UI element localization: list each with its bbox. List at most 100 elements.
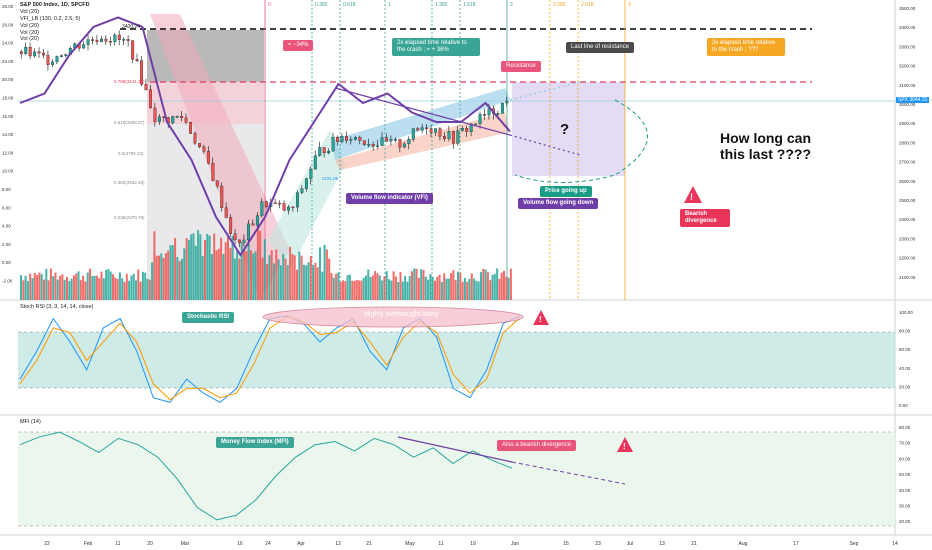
volume-bar: [123, 281, 126, 300]
price-tick-label: 2500.00: [899, 198, 916, 203]
volume-bar: [107, 269, 110, 300]
candle-body: [296, 192, 299, 208]
stoch-tick-label: 0.00: [899, 403, 908, 408]
volume-bar: [114, 277, 117, 300]
volume-bar: [204, 239, 206, 300]
time-tick-label: 15: [563, 541, 569, 547]
candle-body: [251, 223, 255, 226]
volume-bar: [266, 263, 269, 300]
volume-bar: [229, 247, 232, 300]
candle-body: [140, 60, 144, 85]
vfi-tick-label: 8.00: [2, 187, 11, 192]
volume-bar: [309, 255, 312, 300]
stoch-d-line: [19, 316, 521, 401]
price-tick-label: 2800.00: [899, 140, 916, 145]
volume-bar: [293, 255, 296, 300]
indicator-vol-1[interactable]: Vol (20): [20, 8, 39, 15]
volume-bar: [459, 272, 462, 300]
volume-bar: [89, 268, 91, 300]
fib-382-label: 0.382(2632.45): [114, 180, 145, 185]
candle-body: [95, 40, 99, 42]
time-tick-label: May: [405, 541, 415, 547]
bearish-divergence-callout: Bearish divergence: [680, 209, 730, 228]
volume-bar: [174, 237, 177, 300]
volume-bar: [59, 275, 62, 300]
fib-time-label: 2: [510, 2, 513, 8]
volume-bar: [360, 280, 363, 300]
volume-bar: [52, 276, 55, 300]
volume-bar: [185, 238, 188, 300]
candle-body: [229, 217, 233, 234]
volume-bar: [413, 268, 416, 300]
time-tick-label: 16: [237, 541, 243, 547]
volume-bar: [153, 231, 156, 300]
candle-body: [131, 40, 135, 60]
candle-body: [180, 116, 184, 119]
volume-bar: [291, 253, 294, 300]
candle-body: [345, 135, 348, 141]
warning-glyph-main: !: [690, 192, 693, 202]
volume-bar: [215, 250, 218, 300]
price-tick-label: 3200.00: [899, 64, 916, 69]
mfi-band: [18, 432, 895, 526]
time-tick-label: 13: [335, 541, 341, 547]
candle-body: [291, 206, 295, 209]
volume-bar: [348, 274, 351, 300]
mfi-pane-title[interactable]: MFI (14): [20, 419, 41, 425]
time-tick-label: 19: [470, 541, 476, 547]
volume-bar: [445, 278, 448, 300]
volume-bar: [132, 273, 135, 300]
volume-bar: [503, 270, 505, 300]
vfi-tick-label: 0.00: [2, 260, 11, 265]
candle-body: [220, 185, 224, 209]
volume-bar: [243, 248, 246, 300]
time-tick-label: Jul: [627, 541, 633, 547]
volume-down-callout: Volume flow going down: [518, 198, 599, 210]
fib-618-label: 0.618(2958.07): [114, 120, 145, 125]
volume-bar: [463, 277, 466, 300]
price-up-callout: Price going up: [540, 186, 592, 198]
stoch-tick-label: 60.00: [899, 347, 911, 352]
question-mark: ?: [560, 121, 570, 138]
volume-bar: [505, 276, 508, 300]
volume-bar: [434, 280, 436, 300]
time-tick-label: Aug: [739, 541, 748, 547]
fib-time-label: 0.618: [343, 2, 356, 8]
vfi-tick-label: 14.00: [2, 132, 14, 137]
vfi-tick-label: 12.00: [2, 150, 14, 155]
time-tick-label: 14: [892, 541, 898, 547]
vfi-tick-label: 24.00: [2, 41, 14, 46]
mfi-label: Money Flow Index (MFI): [216, 437, 294, 449]
stoch-label: Stochastic RSI: [182, 312, 235, 324]
volume-bar: [176, 257, 179, 300]
indicator-vol-4[interactable]: Vol (20): [20, 36, 39, 43]
volume-bar: [77, 271, 80, 300]
volume-bar: [491, 274, 494, 300]
volume-bar: [452, 270, 455, 300]
volume-bar: [139, 281, 142, 300]
candle-body: [144, 84, 148, 90]
candle-body: [28, 46, 32, 57]
volume-bar: [454, 280, 457, 300]
candle-body: [255, 215, 259, 226]
candle-body: [198, 143, 201, 148]
stoch-pane-title[interactable]: Stoch RSI (3, 3, 14, 14, close): [20, 304, 94, 310]
candle-body: [175, 116, 179, 118]
volume-bar: [178, 261, 181, 300]
time-tick-label: 22: [44, 541, 50, 547]
volume-bar: [197, 230, 200, 300]
symbol-title[interactable]: S&P 500 Index, 1D, SPCFD: [20, 2, 90, 8]
indicator-vol-2[interactable]: Vol (20): [20, 22, 39, 29]
candle-body: [483, 114, 487, 116]
indicator-vfi[interactable]: VFI_LB (130, 0.2, 2.5, 5): [20, 15, 81, 22]
volume-bar: [210, 254, 213, 300]
candle-body: [478, 114, 482, 124]
volume-bar: [31, 278, 34, 300]
candle-body: [349, 139, 353, 141]
indicator-vol-3[interactable]: Vol (20): [20, 29, 39, 36]
volume-bar: [158, 255, 160, 300]
volume-bar: [399, 271, 402, 300]
price-tick-label: 2700.00: [899, 160, 916, 165]
mfi-tick-label: 80.00: [899, 425, 911, 430]
